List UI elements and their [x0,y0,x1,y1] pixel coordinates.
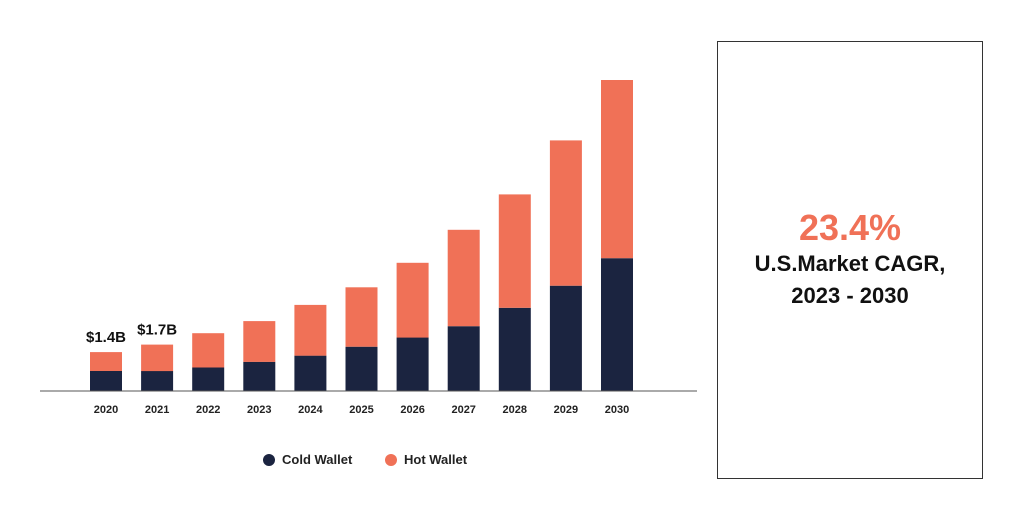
stacked-bar-chart: 2020 2021 2022 2023 2024 2025 2026 2027 2028 2029… [40,80,697,467]
x-tick-labels: 2020 2021 2022 2023 2024 2025 2026 2027 2028 2029… [94,404,629,416]
cagr-label-line2: 2023 - 2030 [791,283,909,308]
bar-cold-wallet-2023 [243,361,276,391]
bar-hot-wallet-2028 [498,194,531,308]
bar-hot-wallet-2023 [243,321,276,362]
bar-cold-wallet-2020 [90,371,122,391]
legend-label-hot-wallet: Hot Wallet [404,452,468,467]
x-tick-2030: 2030 [605,404,629,416]
cagr-panel: 23.4% U.S.Market CAGR, 2023 - 2030 [717,41,983,479]
x-tick-2021: 2021 [145,404,169,416]
bar-cold-wallet-2028 [498,307,531,391]
bar-cold-wallet-2025 [345,346,378,391]
bar-hot-wallet-2022 [192,333,225,368]
data-label-2020: $1.4B [86,329,126,346]
bar-hot-wallet-2030 [601,80,633,259]
data-labels: $1.4B $1.7B [86,322,177,347]
x-tick-2027: 2027 [451,404,475,416]
bar-cold-wallet-2026 [396,337,429,391]
bar-cold-wallet-2030 [601,258,633,391]
x-tick-2023: 2023 [247,404,271,416]
bar-cold-wallet-2027 [447,326,480,391]
legend-swatch-cold-wallet [263,454,275,466]
bar-cold-wallet-2029 [549,285,582,391]
x-tick-2025: 2025 [349,404,373,416]
data-label-2021: $1.7B [137,322,177,339]
bar-hot-wallet-2024 [294,304,327,356]
x-tick-2024: 2024 [298,404,323,416]
x-tick-2028: 2028 [503,404,527,416]
bar-cold-wallet-2021 [141,371,174,391]
legend-swatch-hot-wallet [385,454,397,466]
legend-label-cold-wallet: Cold Wallet [282,452,353,467]
bar-hot-wallet-2026 [396,262,429,338]
bar-cold-wallet-2022 [192,367,225,391]
bars-group [90,80,633,391]
bar-cold-wallet-2024 [294,355,327,391]
cagr-value: 23.4% [798,207,902,248]
bar-hot-wallet-2025 [345,287,378,347]
bar-hot-wallet-2029 [549,140,582,286]
cagr-label-line1: U.S.Market CAGR, [754,251,946,276]
x-tick-2026: 2026 [400,404,424,416]
bar-hot-wallet-2020 [90,352,122,371]
x-tick-2022: 2022 [196,404,220,416]
bar-hot-wallet-2021 [141,344,174,372]
legend: Cold Wallet Hot Wallet [263,452,468,467]
bar-hot-wallet-2027 [447,229,480,327]
x-tick-2020: 2020 [94,404,118,416]
x-tick-2029: 2029 [554,404,578,416]
